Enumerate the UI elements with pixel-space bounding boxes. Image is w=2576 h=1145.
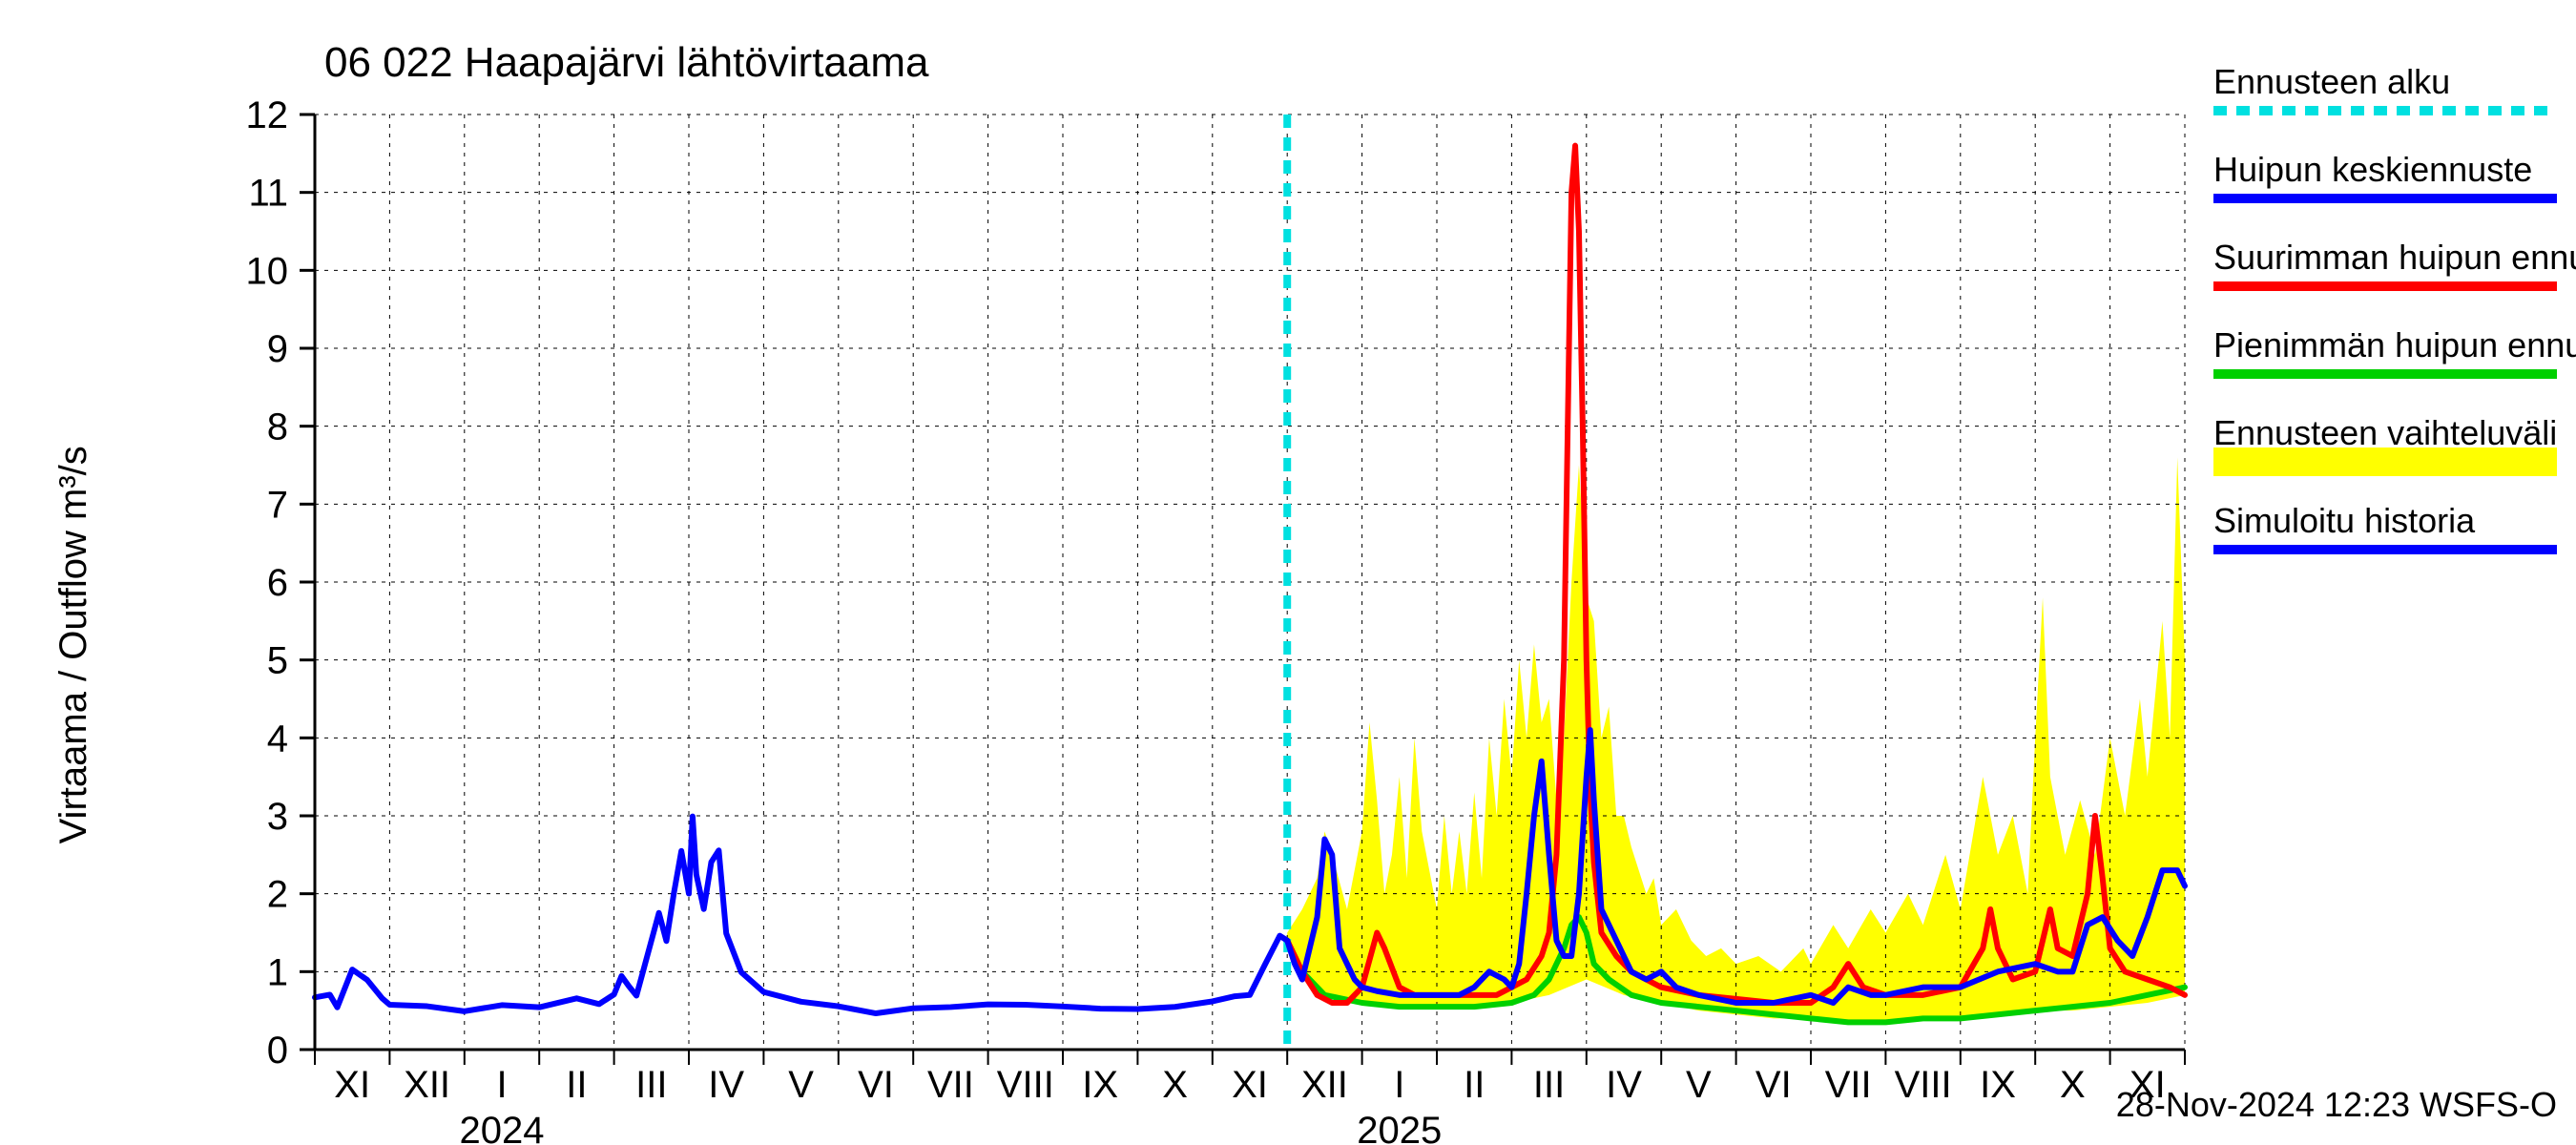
x-month-label: IV (708, 1064, 744, 1106)
y-tick-label: 1 (267, 951, 288, 993)
x-month-label: II (1464, 1064, 1485, 1106)
legend-label: Pienimmän huipun ennuste (2213, 325, 2576, 364)
legend-label: Simuloitu historia (2213, 501, 2476, 540)
y-tick-label: 12 (246, 94, 289, 136)
y-tick-label: 5 (267, 640, 288, 682)
x-month-label: XI (334, 1064, 370, 1106)
y-tick-label: 8 (267, 406, 288, 448)
x-month-label: XII (404, 1064, 450, 1106)
y-tick-label: 0 (267, 1030, 288, 1072)
legend-label: Huipun keskiennuste (2213, 150, 2532, 189)
x-month-label: IV (1606, 1064, 1642, 1106)
x-month-label: VI (858, 1064, 894, 1106)
x-month-label: VII (927, 1064, 974, 1106)
x-month-label: III (635, 1064, 667, 1106)
y-tick-label: 11 (248, 173, 288, 215)
x-month-label: VIII (1895, 1064, 1952, 1106)
x-month-label: IX (1082, 1064, 1118, 1106)
y-tick-label: 3 (267, 796, 288, 838)
legend-label: Ennusteen alku (2213, 62, 2450, 101)
y-tick-label: 4 (267, 718, 288, 760)
x-month-label: I (496, 1064, 507, 1106)
x-month-label: VII (1825, 1064, 1872, 1106)
x-month-label: IX (1980, 1064, 2016, 1106)
x-month-label: VIII (997, 1064, 1054, 1106)
x-month-label: V (1686, 1064, 1712, 1106)
y-tick-label: 6 (267, 562, 288, 604)
x-month-label: II (566, 1064, 587, 1106)
chart-title: 06 022 Haapajärvi lähtövirtaama (324, 39, 929, 86)
x-month-label: III (1533, 1064, 1565, 1106)
x-month-label: XII (1301, 1064, 1348, 1106)
x-year-label: 2024 (460, 1110, 545, 1145)
x-month-label: VI (1755, 1064, 1792, 1106)
legend-label: Ennusteen vaihteluväli (2213, 413, 2557, 452)
y-tick-label: 10 (246, 250, 289, 292)
x-month-label: XI (1232, 1064, 1268, 1106)
y-tick-label: 7 (267, 484, 288, 526)
y-tick-label: 9 (267, 328, 288, 370)
y-axis-label: Virtaama / Outflow m³/s (52, 446, 94, 843)
x-year-label: 2025 (1357, 1110, 1442, 1145)
legend-label: Suurimman huipun ennuste (2213, 238, 2576, 277)
outflow-forecast-chart: 0123456789101112XIXIIIIIIIIIVVVIVIIVIIII… (0, 0, 2576, 1145)
x-month-label: V (788, 1064, 814, 1106)
x-month-label: X (2060, 1064, 2086, 1106)
y-tick-label: 2 (267, 874, 288, 916)
x-month-label: I (1394, 1064, 1404, 1106)
x-month-label: X (1162, 1064, 1188, 1106)
timestamp-label: 28-Nov-2024 12:23 WSFS-O (2116, 1085, 2557, 1124)
